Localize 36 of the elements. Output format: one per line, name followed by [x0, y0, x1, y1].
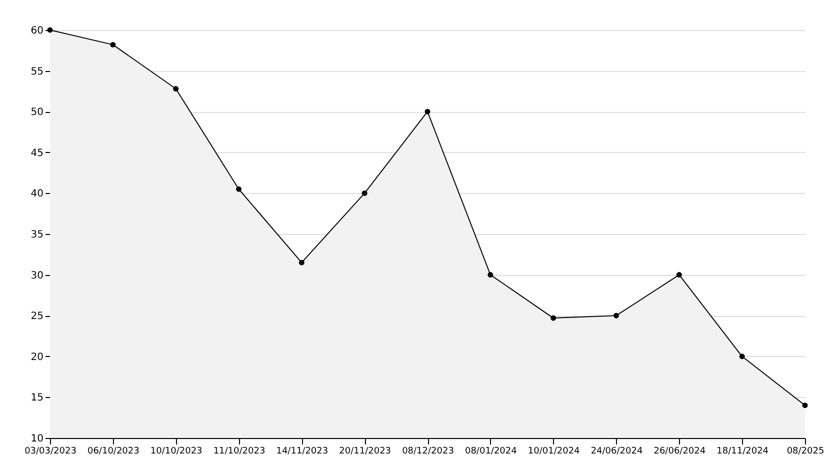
x-tick-label: 14/11/2023	[276, 446, 328, 456]
point	[236, 186, 242, 192]
x-tick-label: 20/11/2023	[339, 446, 392, 456]
x-tick-label: 24/06/2024	[590, 446, 643, 456]
point	[802, 402, 808, 408]
point	[362, 190, 368, 196]
x-tick-label: 10/01/2024	[528, 446, 580, 456]
y-tick-label: 45	[30, 148, 44, 159]
y-tick-label: 40	[30, 188, 44, 200]
x-tick-label: 10/10/2023	[150, 446, 202, 456]
y-tick-label: 30	[30, 270, 44, 282]
x-tick-label: 06/10/2023	[87, 446, 140, 456]
x-tick-label: 11/10/2023	[213, 446, 266, 456]
point	[676, 272, 682, 278]
y-tick-label: 60	[30, 26, 44, 36]
y-tick-label: 20	[30, 352, 44, 363]
x-tick-label: 18/11/2024	[716, 446, 769, 456]
x-tick-label: 08/12/2023	[402, 446, 454, 456]
y-tick-label: 10	[30, 434, 44, 444]
x-tick-label: 26/06/2024	[654, 446, 706, 456]
point	[110, 42, 116, 48]
y-tick-label: 25	[30, 311, 44, 322]
point	[173, 86, 179, 92]
point	[739, 354, 745, 360]
point	[298, 260, 304, 266]
point	[614, 312, 619, 318]
x-tick-label: 08/01/2024	[464, 446, 518, 456]
y-tick-label: 50	[30, 107, 44, 118]
x-tick-label: 03/03/2023	[24, 446, 76, 456]
point	[488, 272, 494, 278]
x-tick-label: 08/2025	[786, 446, 824, 456]
y-tick-label: 55	[30, 66, 44, 78]
point	[550, 315, 556, 321]
y-tick-label: 35	[30, 230, 44, 240]
y-tick-label: 15	[30, 392, 44, 404]
point	[424, 108, 430, 114]
